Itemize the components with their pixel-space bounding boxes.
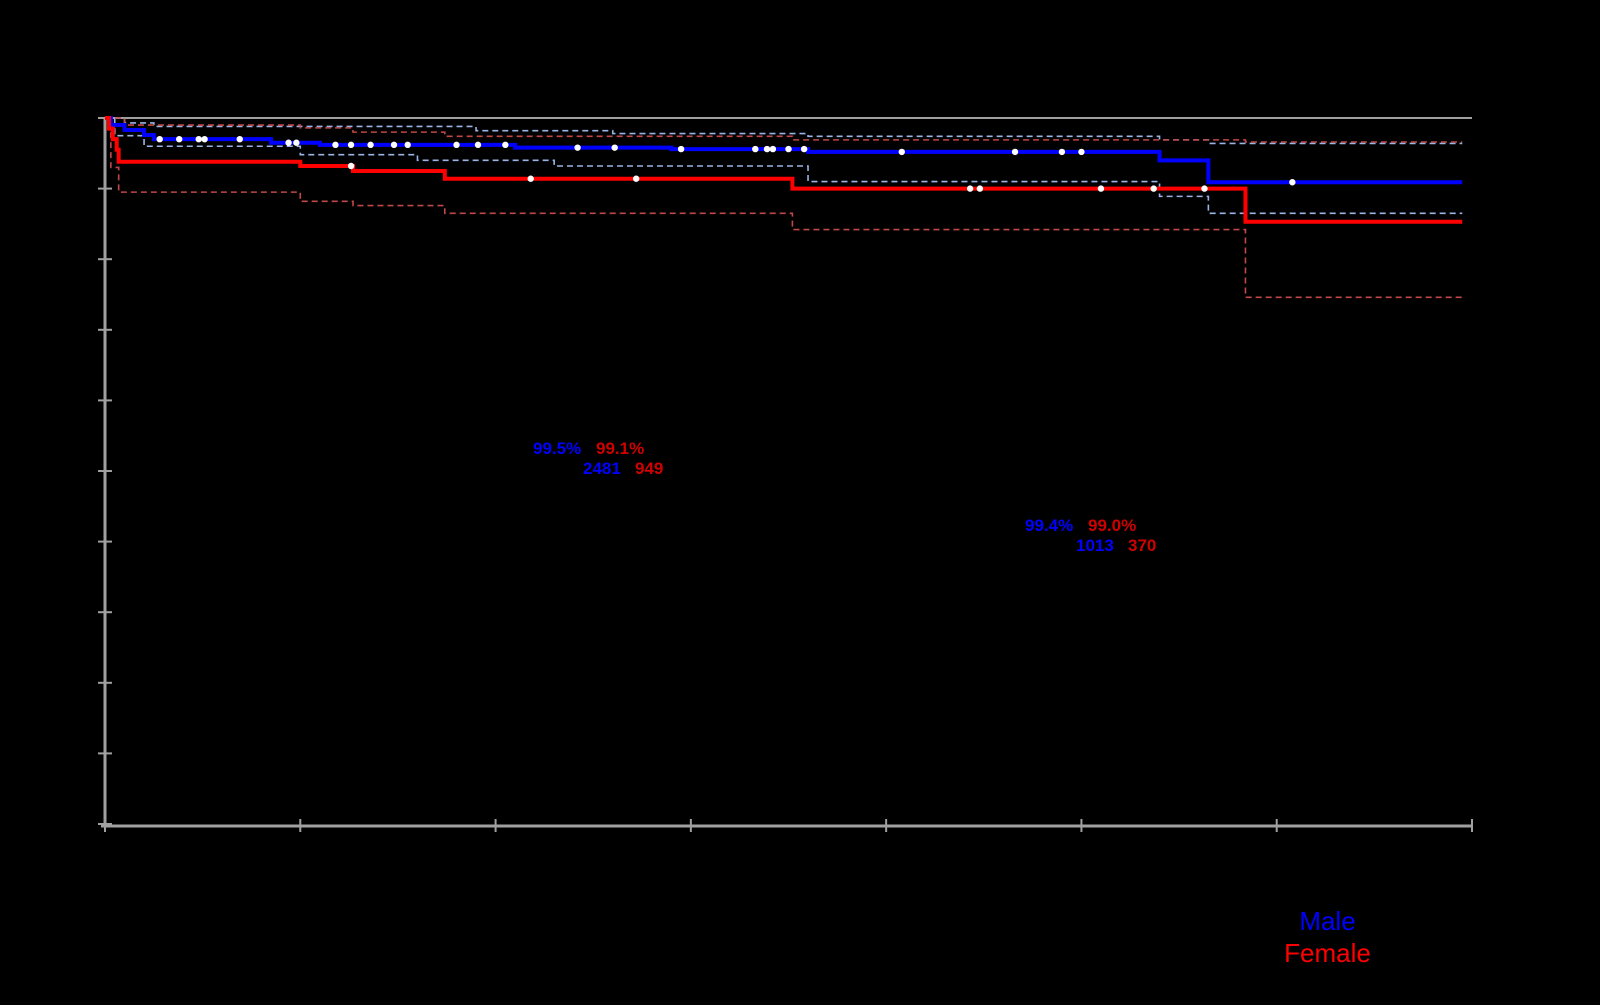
male-ci-lower <box>105 117 1463 215</box>
male-censor-mark <box>800 145 808 153</box>
male-censor-mark <box>1078 148 1085 156</box>
male-censor-mark <box>1011 148 1019 156</box>
female-censor-mark <box>976 185 984 192</box>
male-censor-mark <box>285 139 292 146</box>
survival-curves <box>105 116 1463 224</box>
annotation-2-male-n: 1013 <box>1076 536 1114 555</box>
male-censor-mark <box>404 141 411 149</box>
female-ci-upper <box>105 117 1463 143</box>
legend-male-label: Male <box>1299 906 1356 936</box>
male-censor-mark <box>898 148 905 156</box>
censor-marks <box>156 135 1296 192</box>
female-censor-mark <box>1097 185 1105 192</box>
confidence-interval-lines <box>105 117 1463 299</box>
annotation-2-female-n: 370 <box>1128 536 1157 555</box>
male-censor-mark <box>502 141 509 149</box>
male-censor-mark <box>611 144 618 151</box>
male-censor-mark <box>390 141 398 149</box>
male-censor-mark <box>293 139 300 146</box>
annotation-1-male-n: 2481 <box>583 459 621 478</box>
male-censor-mark <box>574 144 581 151</box>
male-censor-mark <box>453 141 460 149</box>
male-censor-mark <box>201 135 208 143</box>
male-censor-mark <box>752 145 759 153</box>
male-ci-upper <box>105 117 1463 145</box>
female-censor-mark <box>632 175 640 182</box>
female-censor-mark <box>1150 185 1157 192</box>
annotation-1-female-pct: 99.1% <box>596 439 645 458</box>
legend: Male Female <box>1270 905 1385 969</box>
male-censor-mark <box>1058 148 1066 156</box>
male-censor-mark <box>176 135 183 143</box>
male-censor-mark <box>156 135 163 143</box>
legend-female-label: Female <box>1284 938 1371 968</box>
male-censor-mark <box>347 141 355 149</box>
annotation-1-male-pct: 99.5% <box>533 439 582 458</box>
male-censor-mark <box>763 145 771 153</box>
male-censor-mark <box>332 141 339 149</box>
female-ci-lower <box>105 117 1463 299</box>
annotation-2-female-pct: 99.0% <box>1088 516 1137 535</box>
male-censor-mark <box>474 141 482 149</box>
chart-axes <box>98 117 1473 832</box>
female-censor-mark <box>1201 185 1208 192</box>
female-censor-mark <box>966 185 974 192</box>
female-censor-mark <box>527 175 534 182</box>
male-censor-mark <box>195 135 202 143</box>
male-censor-mark <box>769 145 777 153</box>
annotation-1-female-n: 949 <box>635 459 664 478</box>
male-survival-curve <box>105 116 1463 185</box>
female-censor-mark <box>347 162 355 170</box>
male-censor-mark <box>785 145 792 153</box>
female-survival-curve <box>105 116 1463 224</box>
annotation-2-male-pct: 99.4% <box>1025 516 1074 535</box>
male-censor-mark <box>677 145 685 153</box>
male-censor-mark <box>236 135 243 143</box>
male-censor-mark <box>1289 179 1296 186</box>
male-censor-mark <box>367 141 374 149</box>
